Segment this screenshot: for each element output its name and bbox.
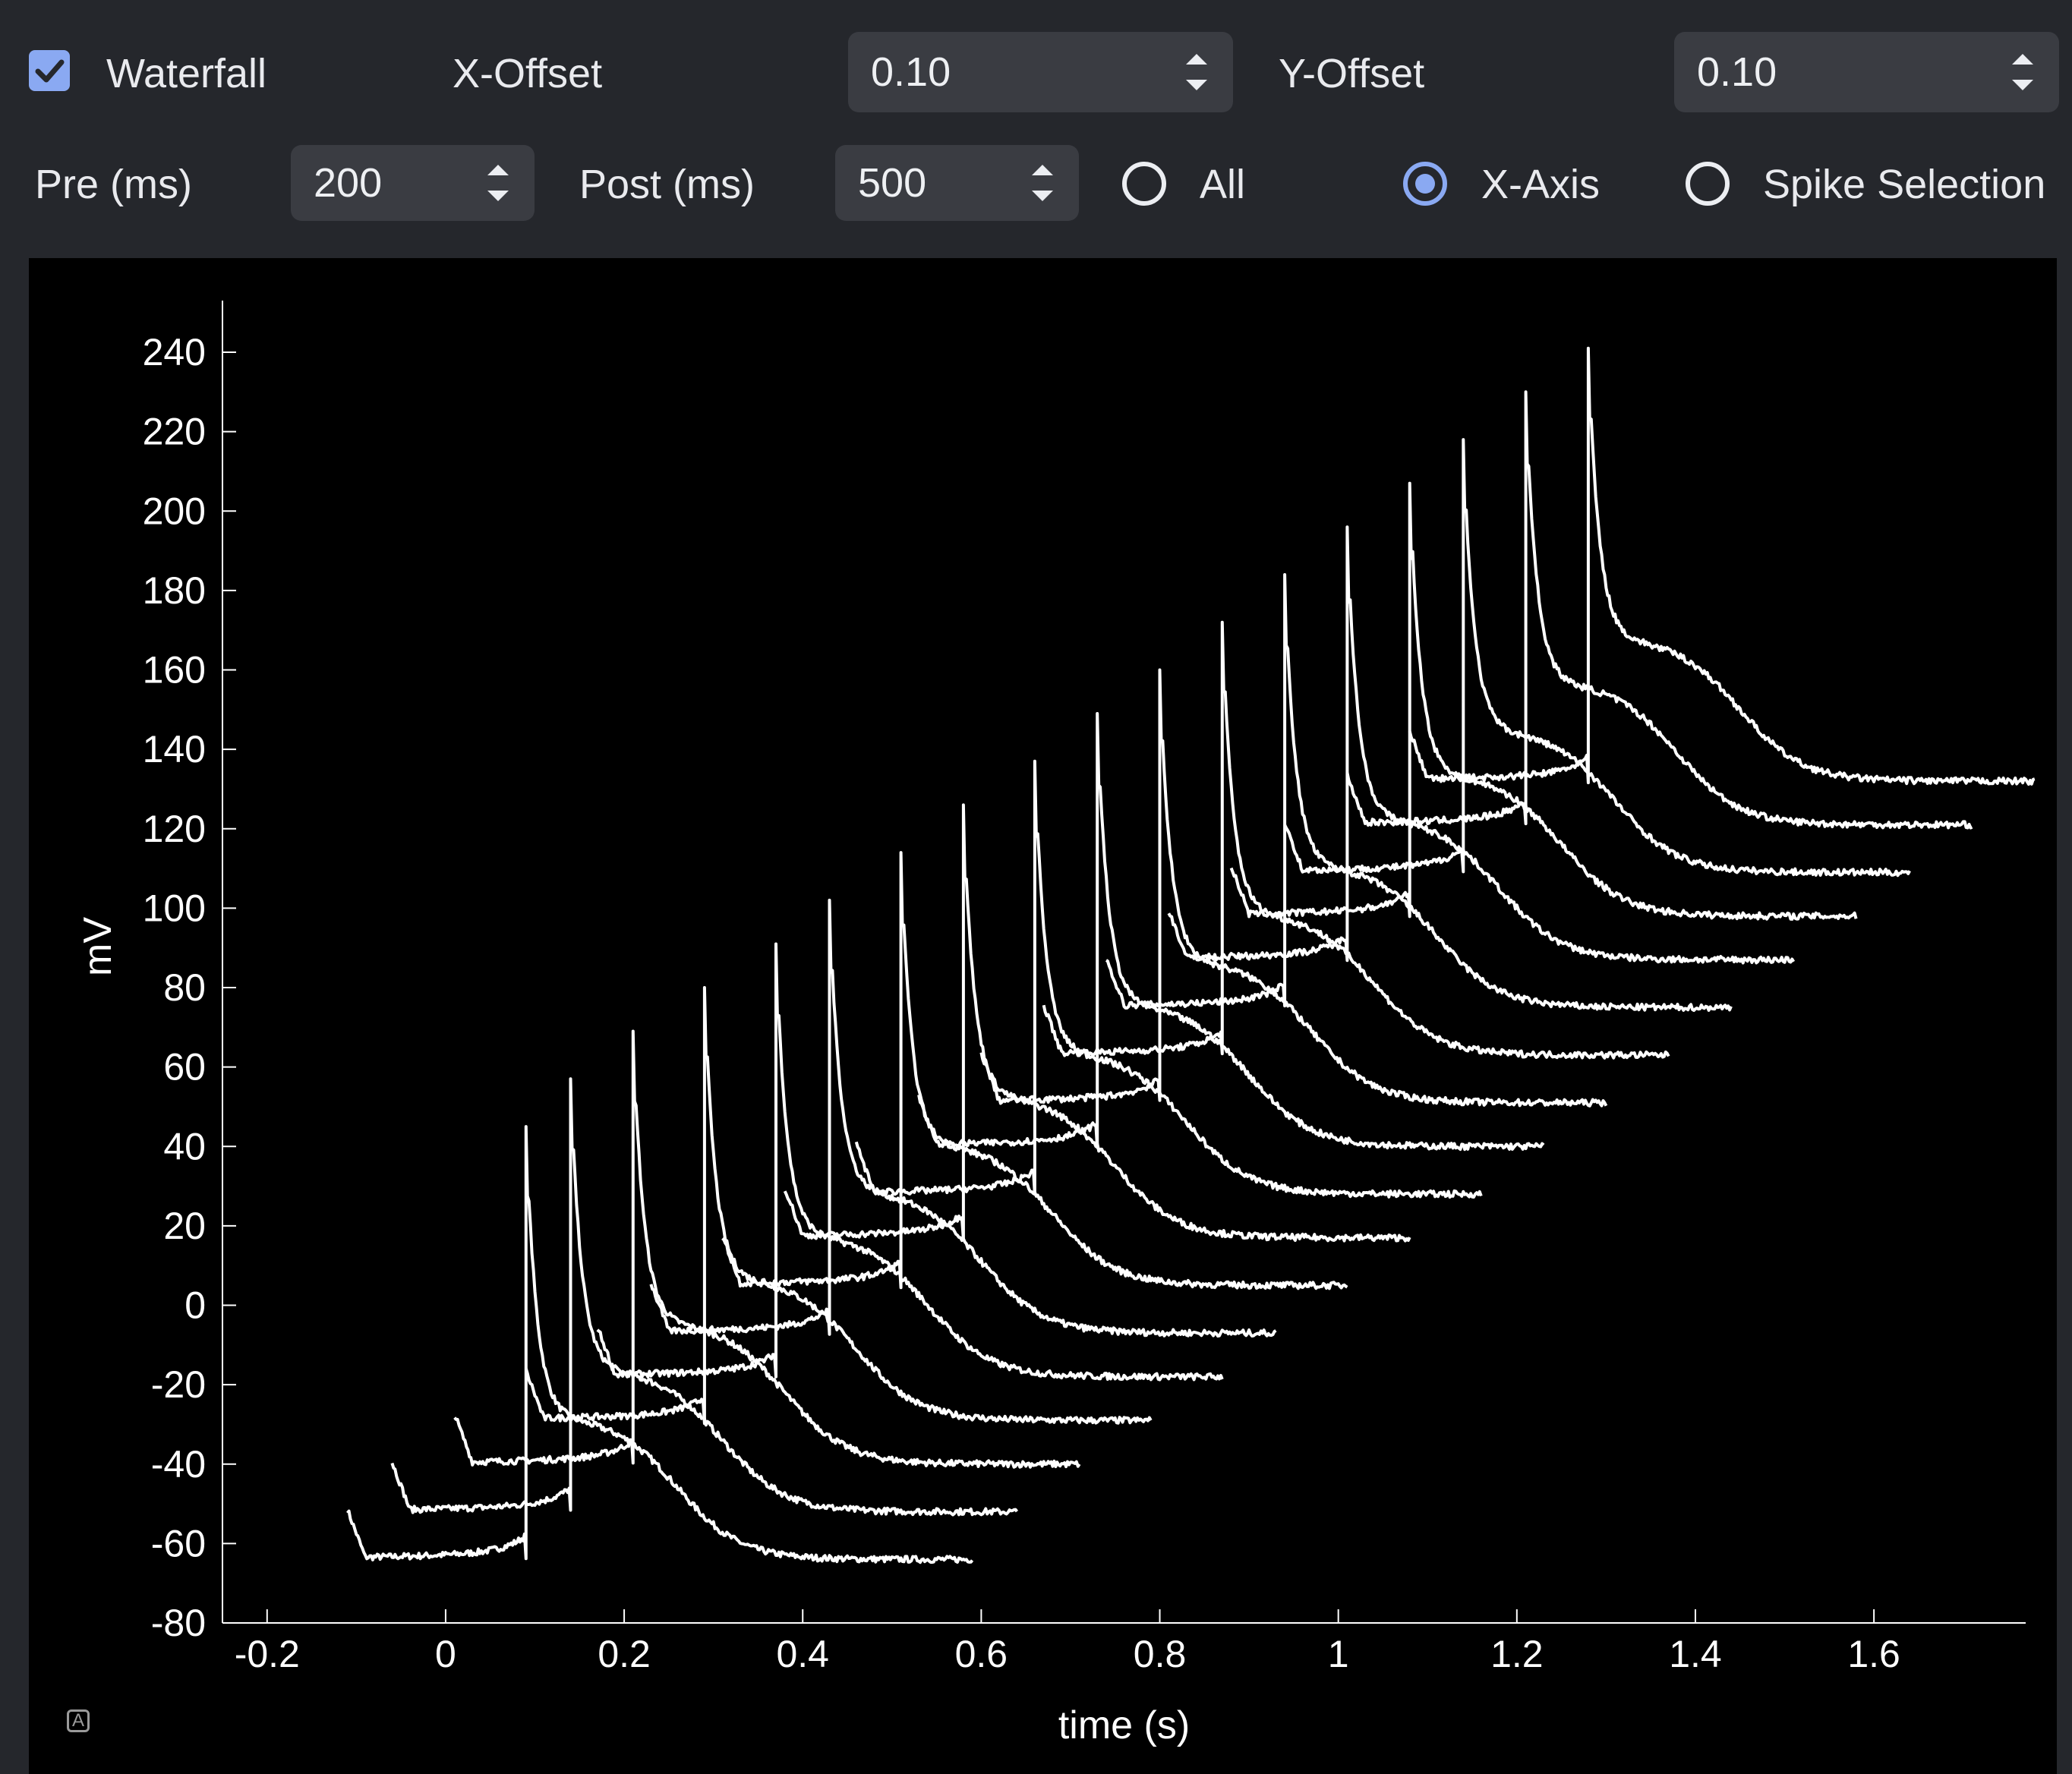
trace-line	[1408, 346, 2036, 786]
x-tick-label: 1.4	[1669, 1633, 1722, 1675]
y-offset-value: 0.10	[1697, 49, 1777, 95]
trace-line	[917, 712, 1545, 1152]
y-tick-label: -80	[151, 1602, 206, 1644]
post-value: 500	[858, 160, 927, 206]
x-tick-label: 1.6	[1847, 1633, 1900, 1675]
check-icon	[35, 59, 65, 83]
x-axis-radio[interactable]	[1403, 162, 1447, 206]
pre-spinbox[interactable]: 200	[291, 145, 535, 221]
y-tick-label: 40	[163, 1125, 206, 1167]
y-tick-label: 240	[143, 331, 206, 373]
spike-selection-radio[interactable]	[1686, 162, 1730, 206]
trace-line	[596, 942, 1224, 1382]
y-tick-label: 160	[143, 649, 206, 692]
y-tick-label: 0	[184, 1284, 206, 1327]
x-tick-label: 1.2	[1490, 1633, 1544, 1675]
y-tick-label: -40	[151, 1443, 206, 1486]
y-tick-label: -20	[151, 1363, 206, 1406]
y-tick-label: 140	[143, 728, 206, 770]
auto-scale-icon[interactable]: A	[67, 1709, 90, 1732]
pre-value: 200	[314, 160, 383, 206]
waterfall-label: Waterfall	[106, 51, 267, 96]
x-tick-label: -0.2	[235, 1633, 300, 1675]
y-tick-label: -60	[151, 1522, 206, 1564]
traces	[346, 346, 2036, 1564]
trace-line	[854, 759, 1483, 1199]
trace-line	[1105, 573, 1733, 1013]
waterfall-checkbox[interactable]	[29, 50, 70, 91]
trace-line	[453, 1029, 1081, 1469]
spin-arrows-icon[interactable]	[2009, 45, 2036, 99]
axes: -0.2 0 0.2 0.4 0.6 0.8 1 1.2 1.4 1.62402202001801…	[76, 301, 2026, 1747]
trace-line	[1283, 438, 1911, 878]
y-tick-label: 120	[143, 808, 206, 850]
y-tick-label: 200	[143, 490, 206, 532]
x-tick-label: 1	[1328, 1633, 1349, 1675]
x-axis-label: X-Axis	[1481, 162, 1601, 207]
spike-selection-label: Spike Selection	[1763, 162, 2046, 207]
spin-arrows-icon[interactable]	[484, 156, 512, 210]
y-tick-label: 80	[163, 966, 206, 1009]
x-tick-label: 0.8	[1134, 1633, 1187, 1675]
all-radio[interactable]	[1122, 162, 1166, 206]
x-offset-spinbox[interactable]: 0.10	[848, 32, 1233, 112]
x-tick-label: 0	[435, 1633, 456, 1675]
trace-line	[1167, 525, 1796, 965]
waterfall-plot[interactable]: -0.2 0 0.2 0.4 0.6 0.8 1 1.2 1.4 1.6 240 220 200 180 1…	[29, 258, 2057, 1774]
x-offset-label: X-Offset	[453, 51, 603, 96]
trace-line	[1042, 620, 1670, 1060]
spin-arrows-icon[interactable]	[1183, 45, 1210, 99]
x-tick-label: 0.4	[776, 1633, 829, 1675]
trace-line	[524, 986, 1153, 1426]
post-spinbox[interactable]: 500	[835, 145, 1079, 221]
spin-arrows-icon[interactable]	[1029, 156, 1056, 210]
y-offset-label: Y-Offset	[1279, 51, 1425, 96]
x-offset-value: 0.10	[871, 49, 951, 95]
x-axis-title: time (s)	[1058, 1703, 1190, 1747]
trace-line	[979, 668, 1608, 1108]
trace-line	[1345, 390, 1973, 830]
y-tick-label: 20	[163, 1205, 206, 1247]
post-label: Post (ms)	[579, 162, 755, 207]
pre-label: Pre (ms)	[35, 162, 192, 207]
x-tick-label: 0.2	[598, 1633, 651, 1675]
y-offset-spinbox[interactable]: 0.10	[1674, 32, 2059, 112]
y-tick-label: 100	[143, 887, 206, 929]
y-axis-title: mV	[76, 917, 120, 976]
all-label: All	[1200, 162, 1246, 207]
x-tick-label: 0.6	[955, 1633, 1008, 1675]
trace-line	[1229, 481, 1858, 921]
y-tick-label: 180	[143, 569, 206, 612]
trace-line	[346, 1125, 974, 1564]
waterfall-chart: -0.2 0 0.2 0.4 0.6 0.8 1 1.2 1.4 1.62402202001801…	[76, 301, 2036, 1747]
y-tick-label: 220	[143, 411, 206, 453]
y-tick-label: 60	[163, 1046, 206, 1089]
